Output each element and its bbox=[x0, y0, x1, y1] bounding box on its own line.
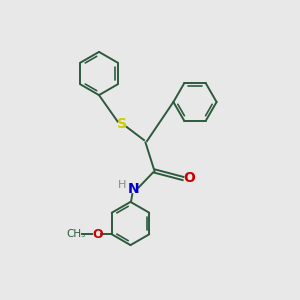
Text: O: O bbox=[183, 171, 195, 185]
Text: S: S bbox=[116, 118, 127, 131]
Text: O: O bbox=[92, 228, 103, 241]
Text: H: H bbox=[118, 180, 126, 190]
Text: N: N bbox=[128, 182, 139, 196]
Text: CH₃: CH₃ bbox=[66, 229, 85, 239]
